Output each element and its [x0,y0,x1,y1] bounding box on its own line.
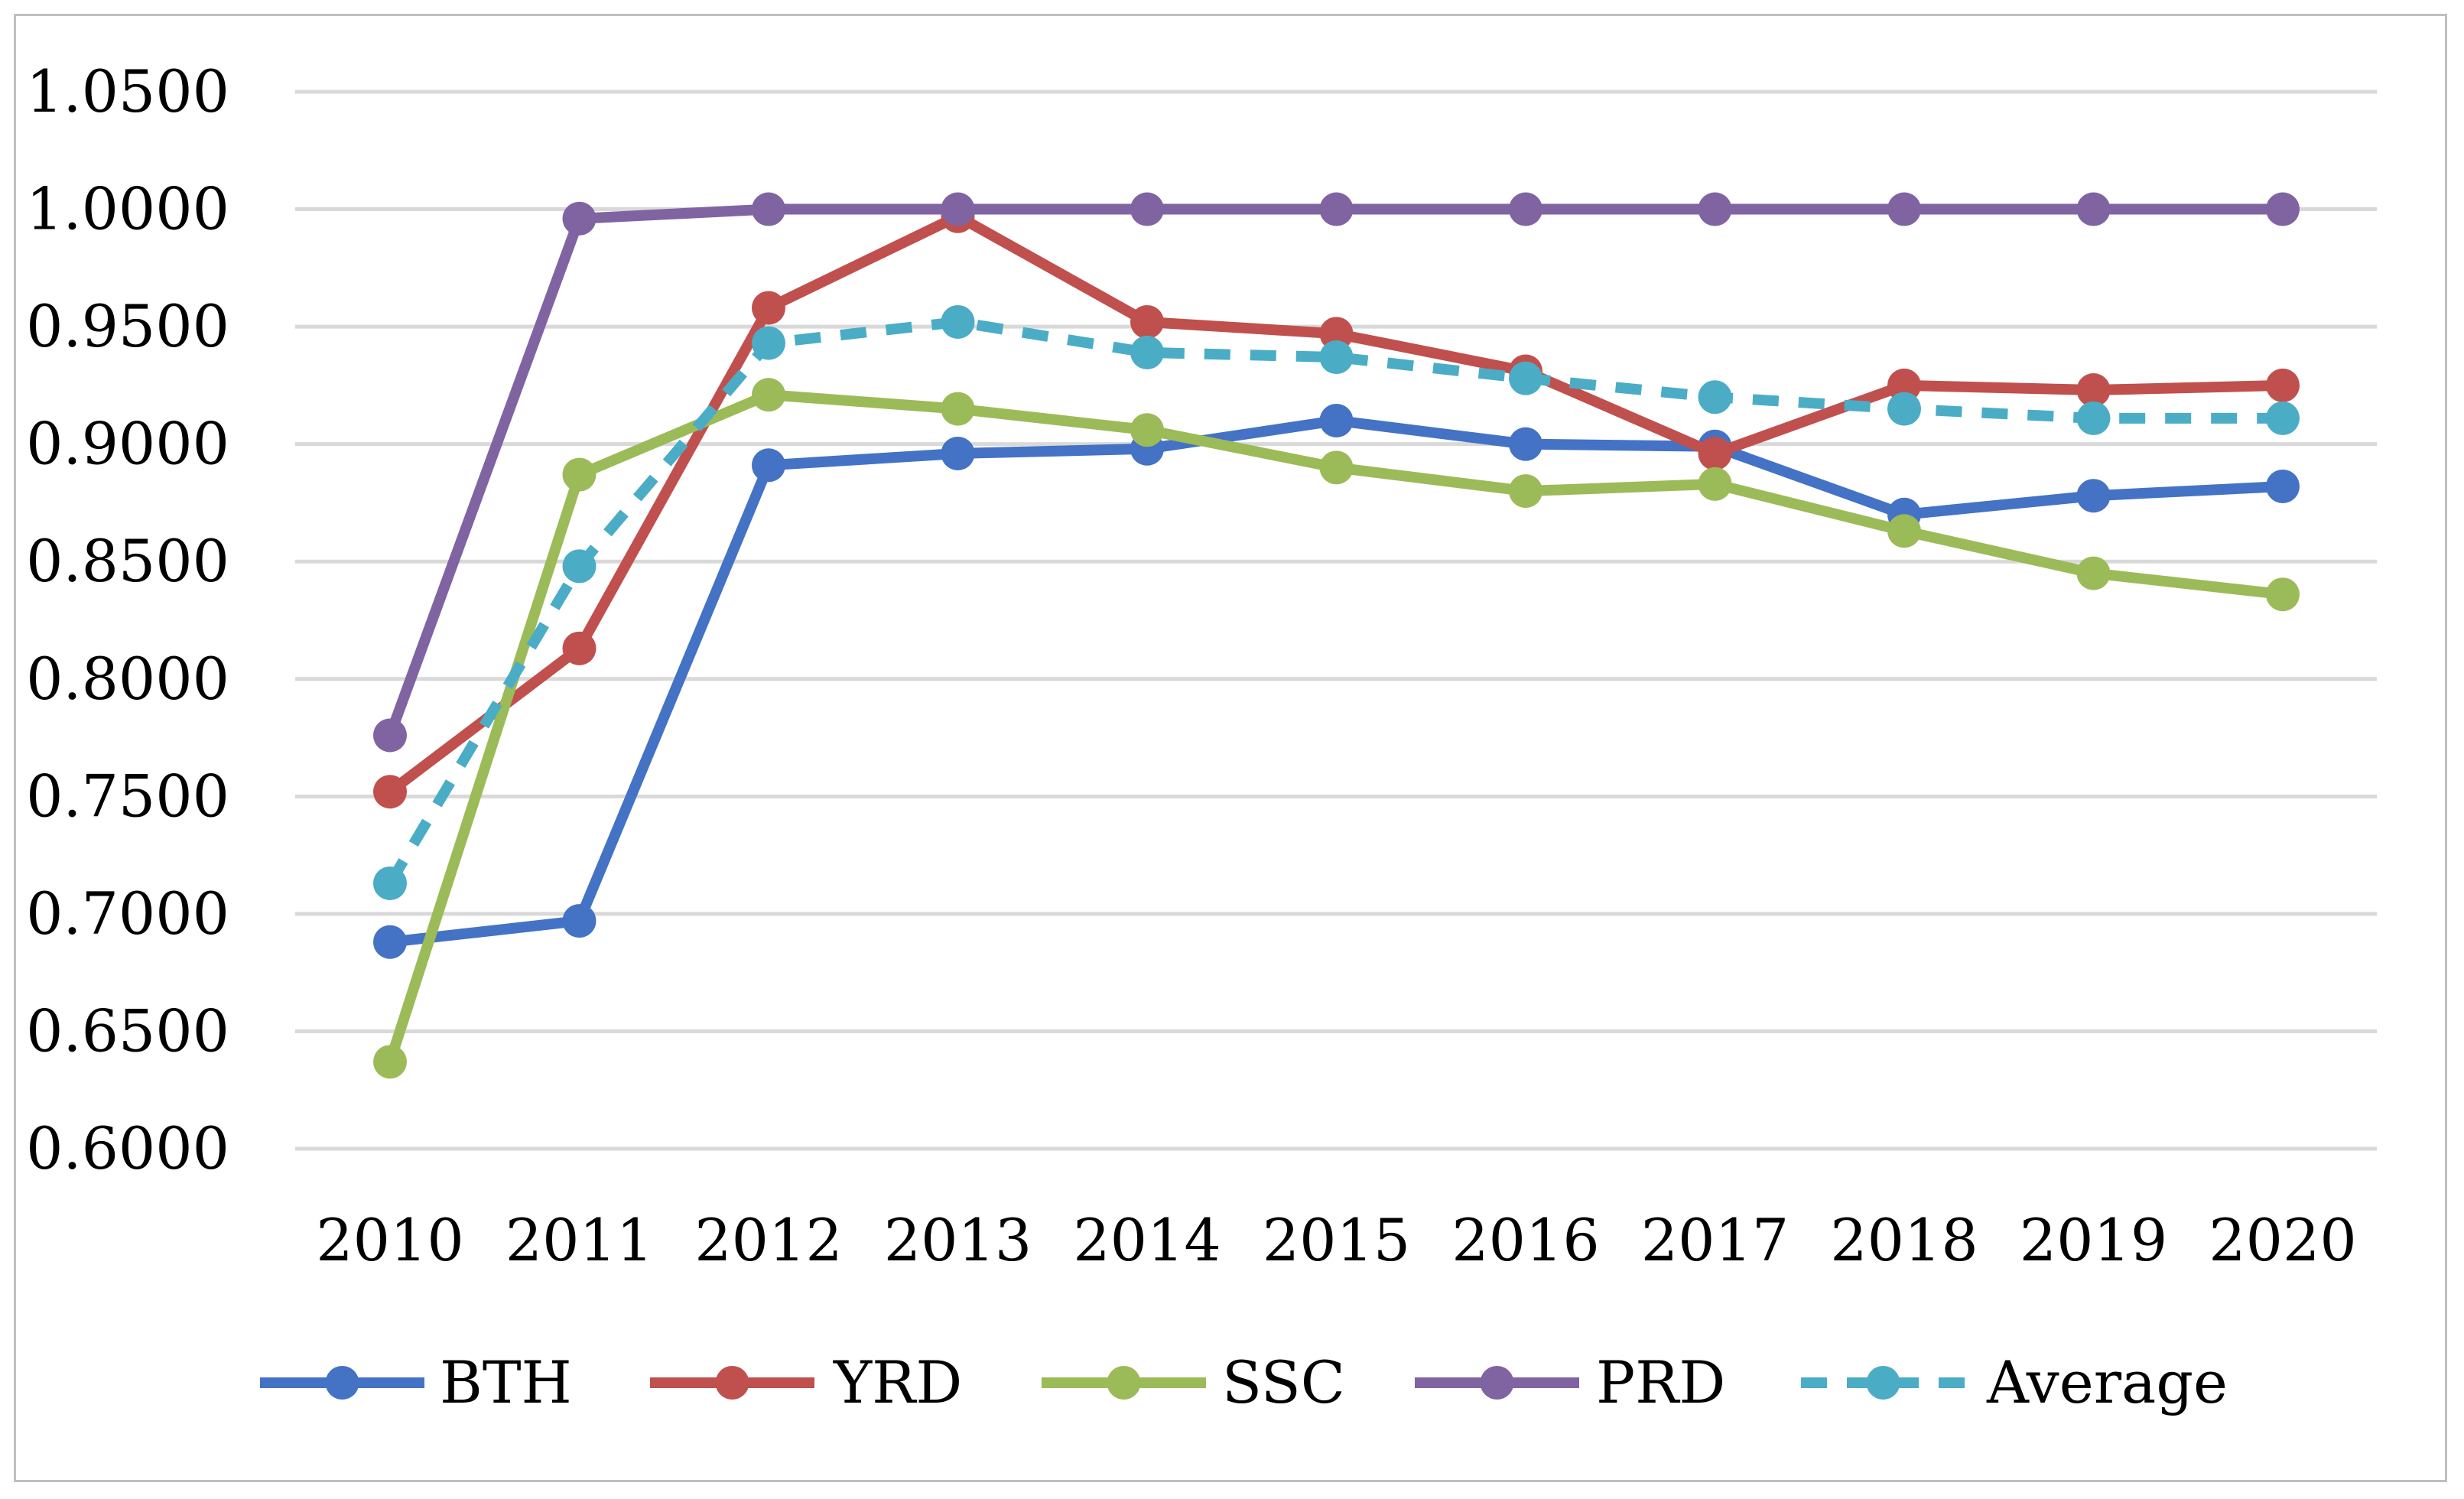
data-point [373,775,407,809]
x-axis-ticks: 2010 2011 2012 2013 2014 2015 2016 2017 2018 2019… [316,1206,2356,1274]
legend-label: SSC [1222,1348,1345,1416]
legend-swatch-marker [1480,1366,1514,1400]
data-point [1319,192,1354,226]
legend-item-bth: BTH [260,1348,572,1416]
y-tick-label: 0.7500 [26,762,229,830]
legend-swatch-marker [325,1366,359,1400]
data-point [1319,317,1354,351]
legend-item-prd: PRD [1415,1348,1725,1416]
data-point [1509,427,1542,461]
data-point [1698,192,1732,226]
chart-frame [14,14,2447,1482]
series-line [385,415,2288,948]
x-tick-label: 2012 [694,1206,842,1274]
legend-item-average: Average [1801,1348,2228,1416]
legend: BTH YRD SSC PRD Average [260,1348,2228,1416]
data-point [1887,192,1921,226]
series-line [385,389,2288,1068]
data-point [562,457,596,492]
y-axis-ticks: 0.6000 0.6500 0.7000 0.7500 0.8000 0.8500 0.90… [26,57,229,1182]
data-point [1319,340,1354,375]
data-point [1509,361,1542,395]
data-point [373,925,407,959]
data-point [2076,401,2111,435]
data-point [2076,192,2111,226]
series-lines [373,192,2300,1079]
data-point [1698,380,1732,415]
legend-item-ssc: SSC [1042,1348,1345,1416]
x-tick-label: 2014 [1073,1206,1221,1274]
legend-label: Average [1986,1348,2228,1416]
data-point [1887,392,1921,426]
data-point [1319,450,1354,485]
legend-item-yrd: YRD [650,1348,962,1416]
x-tick-label: 2019 [2020,1206,2167,1274]
data-point [2266,469,2300,503]
x-tick-label: 2011 [505,1206,653,1274]
data-point [1509,474,1542,509]
data-point [562,549,596,584]
data-point [2076,556,2111,590]
data-point [562,631,596,665]
y-tick-label: 0.9500 [26,292,229,360]
data-point [1130,335,1164,369]
data-point [562,201,596,236]
y-tick-label: 1.0500 [26,57,229,125]
data-point [1319,403,1354,437]
data-point [2266,401,2300,435]
x-tick-label: 2013 [884,1206,1032,1274]
x-tick-label: 2010 [316,1206,463,1274]
legend-swatch-marker [1866,1366,1900,1400]
data-point [752,192,785,226]
y-tick-label: 1.0000 [26,175,229,243]
x-tick-label: 2016 [1451,1206,1599,1274]
y-tick-label: 0.6000 [26,1114,229,1182]
x-tick-label: 2018 [1830,1206,1978,1274]
data-point [1130,192,1164,226]
series-prd [373,192,2300,753]
data-point [2076,373,2111,408]
x-tick-label: 2020 [2209,1206,2356,1274]
data-point [373,1045,407,1079]
data-point [373,866,407,900]
data-point [941,304,975,339]
data-point [1698,467,1732,501]
data-point [752,326,785,360]
y-tick-label: 0.7000 [26,880,229,948]
data-point [1887,514,1921,548]
data-point [941,192,975,226]
gridlines [295,89,2377,1151]
data-point [562,904,596,938]
legend-label: YRD [833,1348,962,1416]
data-point [2076,479,2111,513]
legend-label: PRD [1596,1348,1725,1416]
x-tick-label: 2017 [1641,1206,1789,1274]
y-tick-label: 0.6500 [26,997,229,1065]
series-line [385,316,2283,886]
y-tick-label: 0.8000 [26,645,229,713]
data-point [2266,192,2300,226]
y-tick-label: 0.9000 [26,410,229,478]
legend-swatch-marker [1107,1366,1141,1400]
data-point [1698,436,1732,470]
series-bth [373,403,2300,959]
data-point [1887,368,1921,402]
series-average [373,304,2300,900]
legend-swatch-marker [715,1366,749,1400]
data-point [373,718,407,753]
data-point [752,291,785,325]
data-point [941,392,975,426]
data-point [2266,368,2300,402]
y-tick-label: 0.8500 [26,527,229,595]
data-point [941,436,975,470]
legend-label: BTH [440,1348,572,1416]
data-point [752,378,785,412]
data-point [1130,413,1164,447]
data-point [752,448,785,483]
data-point [1509,192,1542,226]
data-point [1130,304,1164,339]
data-point [2266,577,2300,612]
x-tick-label: 2015 [1263,1206,1410,1274]
